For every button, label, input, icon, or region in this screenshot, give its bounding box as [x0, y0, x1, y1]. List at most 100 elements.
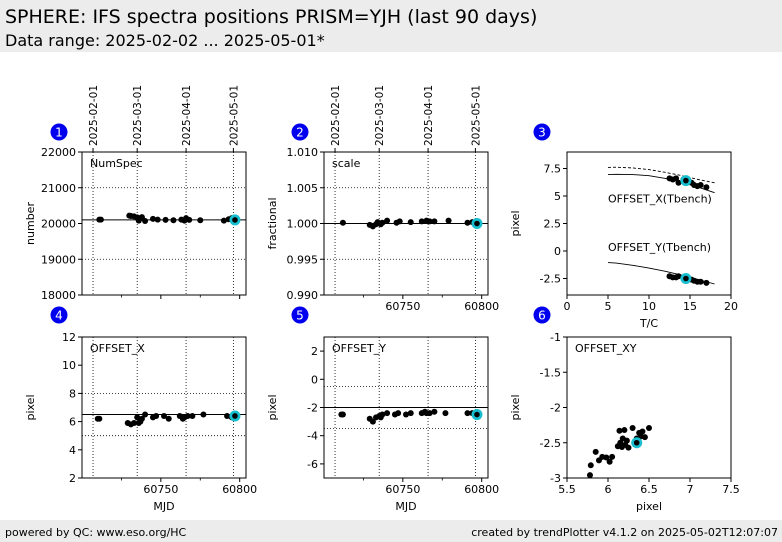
x-tick-label: 6.5: [640, 483, 658, 496]
header-bar: SPHERE: IFS spectra positions PRISM=YJH …: [0, 0, 782, 52]
data-point: [673, 175, 680, 182]
data-point: [170, 217, 177, 224]
y-tick-label: 4: [69, 444, 76, 457]
data-point: [616, 427, 623, 434]
chart-panel-4: 4 2 4 6 8 10 12 60750 60800 pixel MJD OFFSET_X: [24, 306, 257, 513]
data-point: [621, 427, 628, 434]
data-point: [587, 462, 594, 469]
x-tick-label: 7.5: [722, 483, 740, 496]
date-tick-label: 2025-05-01: [470, 85, 482, 146]
panel-badge-circle: [533, 306, 551, 324]
data-point: [407, 410, 414, 417]
chart-panel-2: 2 0.990 0.995 1.000 1.005 1.010 60750 60800 frac…: [266, 85, 499, 313]
y-tick-label: 1.000: [287, 218, 319, 231]
highlight-point-core: [683, 275, 689, 282]
data-point: [395, 410, 402, 417]
y-tick-label: 22000: [41, 146, 76, 159]
data-point: [629, 424, 636, 431]
panel-badge-circle: [533, 123, 551, 141]
x-tick-label: 20: [724, 300, 738, 313]
x-tick-label: 5.5: [558, 483, 576, 496]
y-tick-label: -2.5: [540, 273, 561, 286]
data-point: [675, 179, 682, 186]
chart-panel-5: 5 -6 -4 -2 0 2 60750 60800 pixel MJD OFFSET_Y: [266, 306, 499, 513]
y-tick-label: 1.010: [287, 146, 319, 159]
data-point: [197, 217, 204, 224]
data-point: [464, 410, 471, 417]
data-point: [384, 410, 391, 417]
data-point: [142, 411, 149, 418]
data-point: [379, 411, 386, 418]
data-point: [154, 216, 161, 223]
y-tick-label: -2: [550, 402, 561, 415]
date-tick-label: 2025-02-01: [330, 85, 342, 146]
data-point: [384, 217, 391, 224]
x-axis-label: MJD: [395, 500, 416, 513]
plot-frame: [81, 151, 247, 296]
x-tick-label: 60750: [385, 483, 420, 496]
data-point: [379, 219, 386, 226]
y-axis-label: pixel: [509, 394, 522, 420]
data-point: [138, 415, 145, 422]
y-tick-label: 2: [311, 345, 318, 358]
data-point: [407, 219, 414, 226]
y-tick-label: -2: [307, 402, 318, 415]
data-point: [426, 410, 433, 417]
y-tick-label: 5: [554, 190, 561, 203]
date-tick-label: 2025-03-01: [374, 85, 386, 146]
date-tick-label: 2025-04-01: [181, 85, 193, 146]
x-axis-label: pixel: [636, 500, 662, 513]
data-point: [703, 184, 710, 191]
panel-badge-circle: [50, 123, 68, 141]
x-tick-label: 15: [683, 300, 697, 313]
data-point: [403, 411, 409, 418]
data-point: [153, 412, 160, 419]
x-tick-label: 7: [687, 483, 694, 496]
fit-curve: [607, 166, 715, 184]
footer-bar: powered by QC: www.eso.org/HC created by…: [0, 520, 782, 542]
x-axis-label: MJD: [153, 500, 174, 513]
data-point: [131, 420, 138, 427]
data-point: [97, 216, 104, 223]
x-tick-label: 60800: [464, 483, 499, 496]
highlight-point-core: [474, 411, 480, 418]
data-point: [184, 412, 191, 419]
plot-frame: [81, 336, 247, 479]
data-point: [592, 448, 599, 455]
x-tick-label: 60750: [143, 483, 178, 496]
panel-label: OFFSET_X: [90, 342, 145, 355]
panel-badge-circle: [50, 306, 68, 324]
data-point: [639, 428, 646, 435]
date-tick-label: 2025-02-01: [88, 85, 100, 146]
data-point: [96, 415, 103, 422]
panel-badge-circle: [291, 123, 309, 141]
chart-panel-1: 1 18000 19000 20000 21000 22000 number NumSpec 2…: [24, 85, 247, 302]
annotation-offset-y: OFFSET_Y(Tbench): [608, 241, 711, 254]
data-point: [675, 273, 682, 280]
data-point: [703, 279, 710, 286]
y-tick-label: 0.990: [287, 289, 319, 302]
y-tick-label: 0.995: [287, 253, 319, 266]
y-tick-label: 2: [69, 472, 76, 485]
panel-badge-circle: [291, 306, 309, 324]
highlight-point-core: [232, 413, 238, 419]
data-point: [396, 218, 403, 225]
y-tick-label: 20000: [41, 218, 76, 231]
date-tick-label: 2025-04-01: [423, 85, 435, 146]
y-tick-label: 6: [69, 416, 76, 429]
y-axis-label: pixel: [24, 394, 37, 420]
y-tick-label: -6: [307, 458, 318, 471]
y-axis-label: pixel: [266, 394, 279, 420]
chart-panel-3: 3 -2.5 0 2.5 5 7.5 0 5 10 15 20 pixel T/C OFFSET_X(Tb…: [509, 123, 738, 330]
data-point: [641, 434, 648, 441]
highlight-point-core: [633, 439, 640, 446]
panel-badge-number: 5: [296, 309, 304, 323]
data-point: [339, 219, 346, 226]
data-point: [431, 408, 438, 415]
data-point: [220, 217, 227, 224]
data-point: [224, 412, 231, 419]
data-point: [646, 424, 652, 431]
data-point: [369, 418, 376, 425]
footer-right-text: created by trendPlotter v4.1.2 on 2025-0…: [471, 526, 778, 539]
